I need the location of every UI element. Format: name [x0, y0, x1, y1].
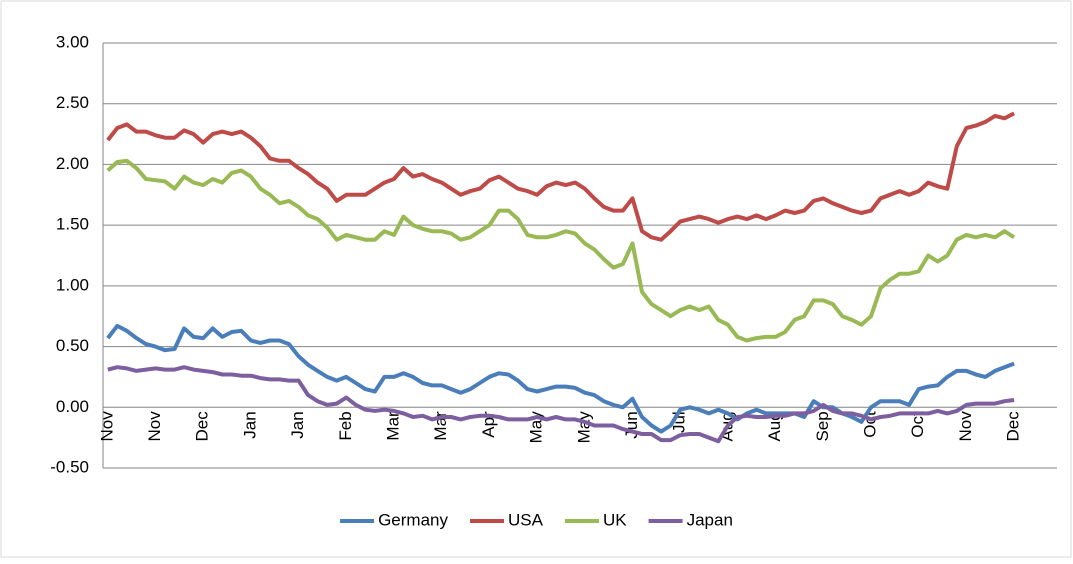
y-tick-label: 2.00 — [56, 154, 89, 173]
x-tick-label: Dec — [193, 411, 212, 442]
y-tick-label: 0.50 — [56, 336, 89, 355]
data-line — [107, 365, 1015, 444]
legend-label: UK — [603, 510, 627, 529]
y-tick-label: 1.00 — [56, 275, 89, 294]
x-tick-label: Sep — [813, 411, 832, 441]
x-tick-label: Feb — [336, 411, 355, 440]
x-tick-label: May — [574, 411, 593, 444]
x-tick-label: Jan — [288, 411, 307, 438]
data-line — [106, 158, 1016, 343]
x-tick-label: Mar — [383, 411, 402, 441]
legend-label: Japan — [687, 510, 733, 529]
x-tick-label: Nov — [145, 411, 164, 442]
x-tick-label: Dec — [1004, 411, 1023, 442]
legend-label: Germany — [378, 510, 448, 529]
data-line — [106, 323, 1015, 434]
x-tick-label: Nov — [97, 411, 116, 442]
y-tick-label: -0.50 — [50, 457, 89, 476]
x-tick-label: Jan — [240, 411, 259, 438]
x-tick-label: Oct — [908, 411, 927, 438]
y-tick-label: 2.50 — [56, 93, 89, 112]
x-tick-label: Aug — [765, 411, 784, 441]
y-tick-label: 1.50 — [56, 215, 89, 234]
x-tick-label: Nov — [956, 411, 975, 442]
legend-label: USA — [508, 510, 544, 529]
data-line — [106, 111, 1016, 242]
y-tick-label: 0.00 — [56, 397, 89, 416]
y-tick-label: 3.00 — [56, 32, 89, 51]
